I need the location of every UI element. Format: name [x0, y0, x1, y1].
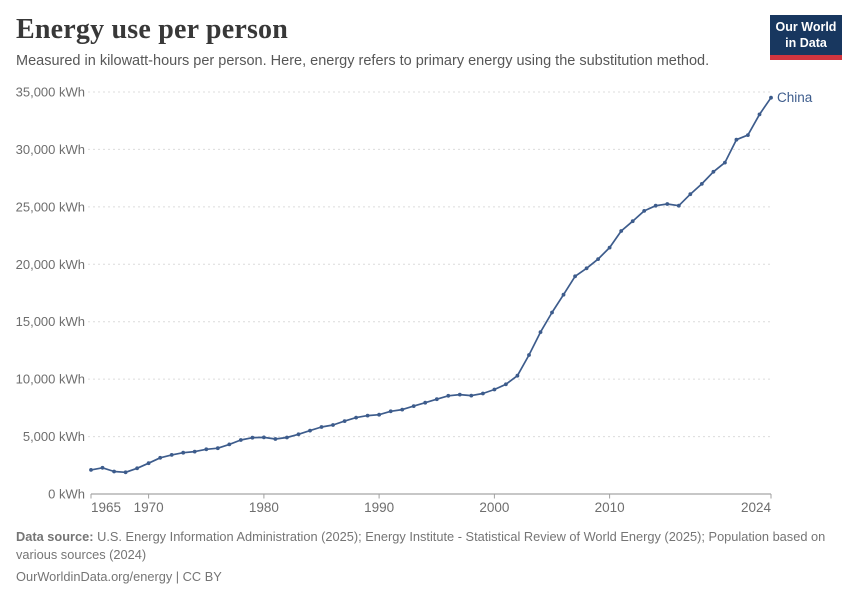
data-point [642, 209, 647, 213]
data-point [273, 437, 278, 441]
owid-logo: Our World in Data [770, 15, 842, 60]
y-axis-tick-label: 0 kWh [48, 487, 85, 502]
y-axis-tick-label: 30,000 kWh [16, 142, 85, 157]
data-point [457, 392, 462, 397]
x-axis-tick-label: 2010 [595, 500, 625, 515]
data-point [89, 468, 93, 472]
data-point [146, 461, 151, 466]
data-point [377, 412, 381, 417]
data-point [446, 393, 451, 398]
line-chart: 0 kWh 5,000 kWh 10,000 kWh 15,000 kWh 20,000… [16, 85, 813, 516]
data-point [296, 432, 301, 437]
y-axis-tick-label: 10,000 kWh [16, 372, 85, 387]
y-axis-tick-label: 35,000 kWh [16, 85, 85, 100]
data-point [169, 453, 174, 457]
data-point [711, 169, 716, 174]
data-point [630, 219, 635, 224]
data-point [538, 330, 543, 334]
data-point [135, 466, 140, 471]
data-source-label: Data source: [16, 529, 94, 544]
data-point [227, 442, 232, 447]
data-point [100, 465, 105, 470]
x-axis-tick-label: 2000 [479, 500, 509, 515]
chart-footer: Data source: U.S. Energy Information Adm… [16, 528, 828, 586]
data-source-line: Data source: U.S. Energy Information Adm… [16, 528, 828, 564]
owid-logo-line1: Our World [775, 20, 837, 34]
data-point [285, 435, 289, 440]
data-point [388, 409, 393, 414]
data-point [204, 447, 209, 452]
data-point [527, 353, 531, 357]
data-point [308, 428, 312, 433]
data-point [365, 413, 370, 418]
trend-line-china [90, 96, 772, 474]
data-point [653, 203, 658, 208]
x-axis-tick-label: 1970 [134, 500, 164, 515]
data-point [769, 95, 773, 100]
data-point [757, 112, 762, 117]
data-point [215, 446, 220, 451]
data-point [734, 137, 739, 142]
x-axis-tick-label: 1980 [249, 500, 279, 515]
owid-logo-line2: in Data [785, 36, 827, 50]
data-point [319, 425, 324, 429]
data-source-text: U.S. Energy Information Administration (… [16, 529, 826, 562]
data-point [262, 435, 266, 440]
y-axis-tick-label: 25,000 kWh [16, 199, 85, 214]
page-title: Energy use per person [16, 14, 289, 45]
data-point [596, 257, 600, 261]
data-point [423, 400, 428, 405]
data-point [354, 415, 358, 420]
data-point [123, 470, 128, 475]
y-axis-tick-label: 5,000 kWh [23, 429, 85, 444]
x-axis-tick-label: 1965 [91, 500, 121, 515]
data-point [746, 133, 750, 138]
data-point [561, 292, 566, 297]
y-axis-tick-label: 20,000 kWh [16, 257, 85, 272]
data-point [665, 202, 670, 206]
series-label: China [777, 90, 813, 105]
data-point [238, 438, 243, 442]
data-point [411, 404, 416, 408]
y-axis-tick-label: 15,000 kWh [16, 314, 85, 329]
data-point [434, 397, 439, 402]
license-line: OurWorldinData.org/energy | CC BY [16, 569, 222, 584]
data-point [331, 423, 335, 427]
x-axis-tick-label: 2024 [741, 500, 772, 515]
data-point [688, 192, 693, 197]
data-point [112, 469, 116, 474]
data-point [492, 387, 497, 392]
data-point [400, 407, 405, 412]
data-point [504, 382, 508, 387]
data-point [619, 229, 624, 233]
data-point [342, 419, 347, 423]
data-point [584, 266, 589, 271]
data-point [723, 160, 727, 165]
data-point [676, 203, 681, 208]
chart-subtitle: Measured in kilowatt-hours per person. H… [16, 53, 710, 69]
x-axis-tick-label: 1990 [364, 500, 394, 515]
data-point [515, 373, 520, 378]
data-point [550, 310, 554, 315]
data-point [469, 393, 474, 398]
data-point [158, 455, 163, 460]
data-point [699, 182, 704, 186]
data-point [607, 245, 612, 250]
data-point [181, 450, 186, 455]
data-point [250, 435, 255, 440]
data-point [481, 391, 485, 396]
data-point [192, 449, 197, 454]
data-point [573, 274, 577, 279]
